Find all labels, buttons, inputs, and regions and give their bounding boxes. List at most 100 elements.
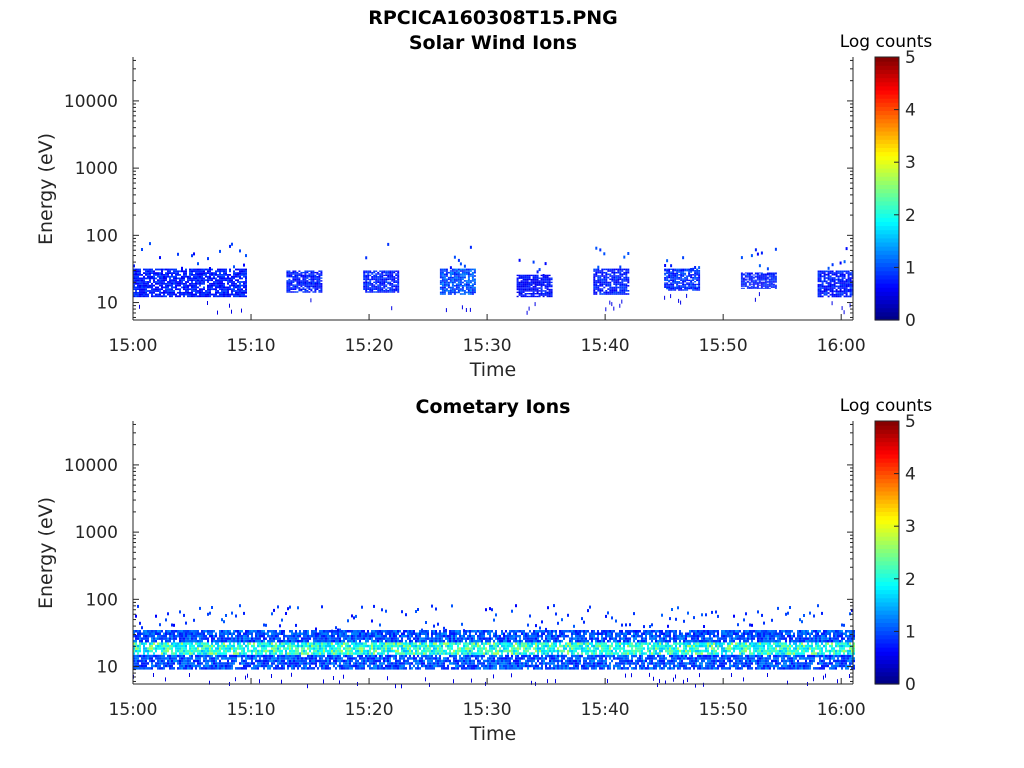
spectrogram-cell [171,649,173,653]
spectrogram-cell [233,630,235,633]
spectrogram-cell [221,291,223,294]
y-tick-label: 10000 [64,92,118,112]
spectrogram-cell [359,662,361,665]
spectrogram-cell [843,292,846,294]
spectrogram-cell [189,644,191,648]
spectrogram-cell [407,637,409,640]
spectrogram-cell [395,274,398,277]
spectrogram-cell [175,654,177,658]
spectrogram-cell [532,274,535,277]
spectrogram-cell [746,286,749,288]
spectrogram-data [133,242,854,315]
spectrogram-cell [447,285,450,287]
spectrogram-cell [223,637,225,640]
spectrogram-cell [682,268,685,270]
spectrogram-cell [145,634,147,638]
spectrogram-cell [227,667,229,670]
spectrogram-cell [688,275,691,277]
spectrogram-cell [171,632,173,635]
spectrogram-cell [237,639,239,643]
spectrogram-cell [133,282,135,285]
spectrogram-cell [155,632,157,635]
spectrogram-cell [353,664,355,668]
spectrogram-cell [247,654,249,658]
spectrogram-cell [409,667,411,670]
spectrogram-cell [536,295,539,298]
spectrogram-cell [163,277,165,280]
spectrogram-cell [207,257,209,261]
spectrogram-cell [287,652,289,655]
spectrogram-cell [833,295,836,298]
spectrogram-cell [209,680,210,685]
spectrogram-cell [469,280,472,282]
spectrogram-cell [847,295,850,298]
spectrogram-cell [381,278,384,281]
spectrogram-cell [149,272,151,274]
spectrogram-cell [133,652,135,655]
spectrogram-cell [847,278,850,281]
spectrogram-cell [449,278,452,281]
spectrogram-cell [243,642,245,645]
spectrogram-cell [357,634,359,638]
spectrogram-cell [532,280,535,282]
spectrogram-cell [219,667,221,670]
spectrogram-cell [219,270,221,273]
spectrogram-cell [748,281,751,283]
spectrogram-cell [613,268,616,271]
spectrogram-cell [473,271,476,274]
spectrogram-cell [243,270,245,273]
spectrogram-cell [147,667,149,670]
spectrogram-cell [285,654,287,658]
spectrogram-cell [379,637,381,640]
spectrogram-cell [668,286,671,288]
spectrogram-cell [369,667,371,670]
spectrogram-cell [213,667,215,670]
spectrogram-cell [377,287,380,289]
spectrogram-cell [189,293,191,296]
spectrogram-cell [309,662,311,665]
spectrogram-cell [243,291,245,294]
spectrogram-cell [674,270,677,272]
spectrogram-cell [395,630,397,633]
spectrogram-cell [607,268,610,271]
spectrogram-cell [249,657,251,660]
spectrogram-cell [373,642,375,645]
spectrogram-cell [296,283,299,285]
spectrogram-cell [320,274,323,277]
spectrogram-cell [229,637,231,640]
spectrogram-cell [169,281,171,283]
spectrogram-cell [147,657,149,660]
spectrogram-cell [207,632,209,635]
colorbar-segment [875,57,899,62]
spectrogram-cell [227,279,229,282]
spectrogram-cell [381,284,384,286]
spectrogram-cell [143,290,145,292]
spectrogram-cell [387,276,390,278]
spectrogram-cell [682,256,685,260]
spectrogram-cell [449,270,452,272]
spectrogram-cell [686,278,689,280]
spectrogram-cell [179,270,181,273]
spectrogram-cell [441,275,444,277]
spectrogram-cell [193,277,195,280]
spectrogram-cell [171,279,173,282]
spectrogram-cell [213,662,215,665]
spectrogram-cell [318,273,321,275]
spectrogram-cell [345,642,347,645]
spectrogram-cell [365,283,368,285]
spectrogram-cell [299,659,301,663]
spectrogram-cell [365,274,368,277]
spectrogram-cell [415,634,417,638]
spectrogram-cell [668,271,671,273]
colorbar-segment [875,184,899,190]
spectrogram-cell [325,664,327,668]
spectrogram-cell [457,270,460,272]
spectrogram-cell [395,634,397,638]
spectrogram-cell [429,644,431,648]
spectrogram-cell [391,276,394,278]
spectrogram-cell [538,280,541,282]
spectrogram-cell [175,281,177,283]
spectrogram-cell [397,280,400,282]
spectrogram-cell [621,275,624,277]
spectrogram-cell [540,278,543,281]
